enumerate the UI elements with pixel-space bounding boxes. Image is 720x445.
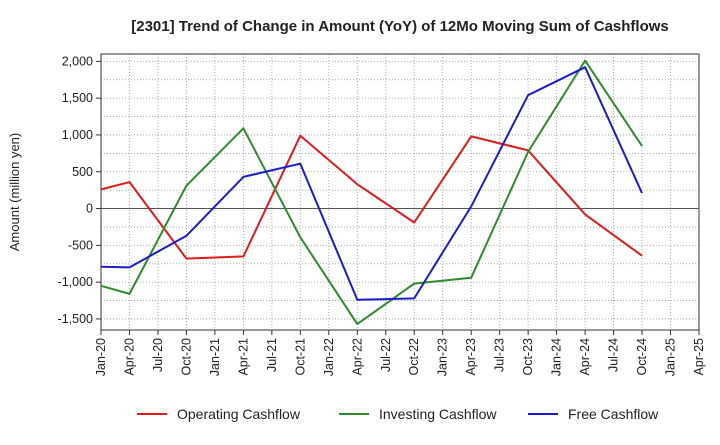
series-lines	[100, 59, 643, 326]
x-tick-label: Jul-20	[151, 338, 165, 372]
x-tick-label: Oct-22	[407, 338, 421, 376]
y-tick-label: 1,000	[62, 128, 93, 142]
y-tick-label: -500	[68, 238, 93, 252]
x-tick-label: Oct-21	[293, 338, 307, 376]
y-tick-label: -1,000	[58, 275, 93, 289]
y-tick-label: 2,000	[62, 54, 93, 68]
x-tick-label: Jul-22	[379, 338, 393, 372]
x-tick-label: Apr-22	[350, 338, 364, 376]
legend: Operating Cashflow Investing Cashflow Free…	[137, 406, 659, 422]
y-tick-label: 1,500	[62, 91, 93, 105]
x-tick-label: Jul-24	[607, 338, 621, 372]
y-axis: 2,000 1,500 1,000 500 0 -500 -1,000 -1,500	[58, 54, 101, 326]
x-axis: Jan-20 Apr-20 Jul-20 Oct-20 Jan-21 Apr-21 Jul-…	[94, 330, 706, 376]
x-tick-label: Apr-24	[578, 338, 592, 376]
legend-label: Investing Cashflow	[379, 406, 497, 422]
y-axis-title: Amount (million yen)	[7, 133, 22, 252]
x-tick-label: Jan-25	[664, 338, 678, 376]
y-tick-label: 0	[86, 202, 93, 216]
series-line-operating-cashflow	[100, 134, 643, 260]
x-tick-label: Oct-20	[179, 338, 193, 376]
x-tick-label: Jan-23	[436, 338, 450, 376]
x-tick-label: Jan-20	[94, 338, 108, 376]
plot-area-frame	[100, 53, 700, 331]
x-tick-label: Jul-23	[493, 338, 507, 372]
series-line-investing-cashflow	[100, 59, 643, 326]
x-tick-label: Jan-22	[322, 338, 336, 376]
legend-label: Free Cashflow	[568, 406, 659, 422]
x-tick-label: Apr-23	[464, 338, 478, 376]
x-tick-label: Apr-20	[122, 338, 136, 376]
series-line-free-cashflow	[100, 66, 643, 301]
chart-title: [2301] Trend of Change in Amount (YoY) o…	[131, 18, 669, 35]
x-tick-label: Jan-21	[208, 338, 222, 376]
legend-label: Operating Cashflow	[177, 406, 301, 422]
x-tick-label: Apr-21	[236, 338, 250, 376]
x-tick-label: Jul-21	[265, 338, 279, 372]
y-tick-label: -1,500	[58, 312, 93, 326]
x-tick-label: Apr-25	[692, 338, 706, 376]
y-tick-label: 500	[72, 165, 93, 179]
x-tick-label: Oct-24	[635, 338, 649, 376]
x-tick-label: Jan-24	[550, 338, 564, 376]
x-tick-label: Oct-23	[521, 338, 535, 376]
